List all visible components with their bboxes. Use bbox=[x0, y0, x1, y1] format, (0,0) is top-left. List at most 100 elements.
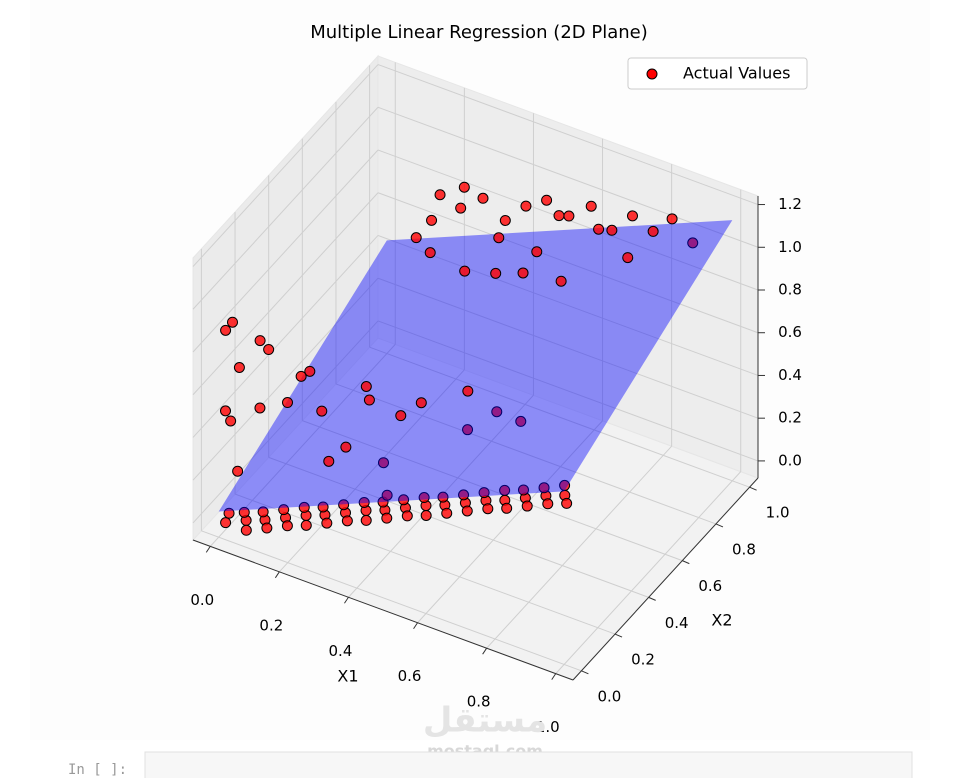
cell-prompt: In [ ]: bbox=[68, 762, 127, 778]
data-point bbox=[585, 200, 597, 212]
grid-line bbox=[377, 277, 759, 419]
grid-line bbox=[234, 493, 616, 635]
data-point bbox=[223, 507, 235, 519]
x-tick-label: 0.6 bbox=[398, 667, 422, 685]
data-point bbox=[482, 503, 494, 515]
data-point bbox=[520, 200, 532, 212]
grid-line bbox=[369, 346, 750, 488]
grid-line bbox=[555, 471, 742, 674]
tick-mark bbox=[274, 571, 280, 579]
code-cell-input[interactable] bbox=[144, 751, 913, 778]
data-point bbox=[363, 394, 375, 406]
data-point bbox=[437, 491, 449, 503]
grid-line bbox=[201, 530, 582, 672]
data-point bbox=[254, 402, 266, 414]
grid-line bbox=[377, 320, 759, 462]
data-point bbox=[298, 501, 310, 513]
legend: Actual Values bbox=[627, 57, 808, 90]
tick-mark bbox=[344, 596, 349, 604]
data-point bbox=[553, 210, 565, 222]
z-tick-label: 0.6 bbox=[778, 323, 802, 341]
data-point bbox=[501, 502, 513, 514]
tick-mark bbox=[551, 673, 557, 680]
y-tick-label: 0.2 bbox=[631, 651, 655, 669]
grid-line bbox=[278, 369, 465, 573]
data-point bbox=[323, 455, 335, 467]
data-point bbox=[521, 500, 533, 512]
data-point bbox=[426, 214, 438, 226]
legend-label: Actual Values bbox=[683, 64, 790, 83]
z-tick-label: 0.0 bbox=[778, 451, 802, 469]
grid-line bbox=[268, 456, 649, 598]
data-point bbox=[415, 397, 427, 409]
data-point bbox=[538, 482, 550, 494]
tick-mark bbox=[682, 560, 690, 565]
data-point bbox=[559, 479, 571, 491]
data-point bbox=[232, 465, 244, 477]
data-point bbox=[340, 441, 352, 453]
data-point bbox=[381, 489, 393, 501]
data-point bbox=[360, 381, 372, 392]
data-point bbox=[461, 505, 473, 517]
grid-line bbox=[377, 106, 759, 248]
grid-line bbox=[377, 192, 759, 334]
data-point bbox=[515, 415, 527, 427]
z-tick-label: 0.4 bbox=[778, 366, 802, 384]
y-axis-label: X2 bbox=[711, 611, 732, 630]
watermark-logo: مستقل bbox=[423, 701, 547, 741]
y-tick-label: 1.0 bbox=[766, 504, 790, 522]
z-tick-label: 1.2 bbox=[778, 195, 802, 213]
data-point bbox=[338, 499, 350, 511]
data-point bbox=[462, 424, 474, 436]
grid-line bbox=[192, 320, 379, 524]
data-point bbox=[493, 232, 505, 244]
data-point bbox=[261, 522, 273, 534]
data-point bbox=[478, 487, 490, 499]
data-point bbox=[282, 397, 293, 409]
tick-mark bbox=[413, 622, 418, 630]
y-tick-label: 0.6 bbox=[698, 577, 722, 595]
data-point bbox=[220, 405, 231, 417]
data-point bbox=[531, 246, 543, 258]
data-point bbox=[295, 370, 307, 382]
data-point bbox=[398, 494, 410, 506]
data-point bbox=[499, 484, 511, 496]
legend-box bbox=[627, 57, 808, 90]
data-point bbox=[458, 181, 470, 193]
grid-line bbox=[192, 106, 379, 310]
data-point bbox=[490, 267, 502, 279]
data-point bbox=[225, 415, 237, 427]
data-point bbox=[281, 520, 293, 532]
data-point bbox=[666, 213, 678, 225]
legend-marker bbox=[646, 68, 658, 80]
data-point bbox=[424, 247, 436, 259]
data-point bbox=[378, 457, 389, 469]
data-point bbox=[381, 512, 393, 524]
data-point bbox=[240, 524, 252, 536]
data-point bbox=[233, 362, 245, 373]
tick-mark bbox=[581, 670, 589, 675]
grid-line bbox=[377, 64, 759, 206]
x-axis-label: X1 bbox=[337, 667, 358, 686]
grid-line bbox=[192, 149, 379, 353]
data-point bbox=[358, 496, 370, 508]
data-point bbox=[593, 223, 605, 235]
data-point bbox=[254, 335, 266, 347]
tick-mark bbox=[205, 546, 211, 553]
data-point bbox=[462, 385, 474, 397]
y-tick-label: 0.8 bbox=[732, 540, 756, 558]
grid-line bbox=[302, 420, 683, 562]
data-point bbox=[317, 501, 329, 513]
data-point bbox=[518, 484, 529, 496]
data-point bbox=[455, 202, 467, 214]
plot-3d: 0.0 0.2 0.4 0.6 0.8 1.0 0.0 0.2 0.4 0.6 0.8 1.0 0.0 0… bbox=[190, 54, 802, 736]
x-tick-label: 0.4 bbox=[329, 642, 353, 660]
data-point bbox=[441, 507, 453, 519]
grid-line bbox=[192, 192, 379, 396]
data-point bbox=[434, 189, 446, 201]
data-point bbox=[401, 510, 413, 522]
chart-title: Multiple Linear Regression (2D Plane) bbox=[310, 22, 648, 43]
z-tick-label: 1.0 bbox=[778, 238, 802, 256]
regression-plane bbox=[218, 220, 733, 512]
grid-line bbox=[192, 235, 379, 438]
